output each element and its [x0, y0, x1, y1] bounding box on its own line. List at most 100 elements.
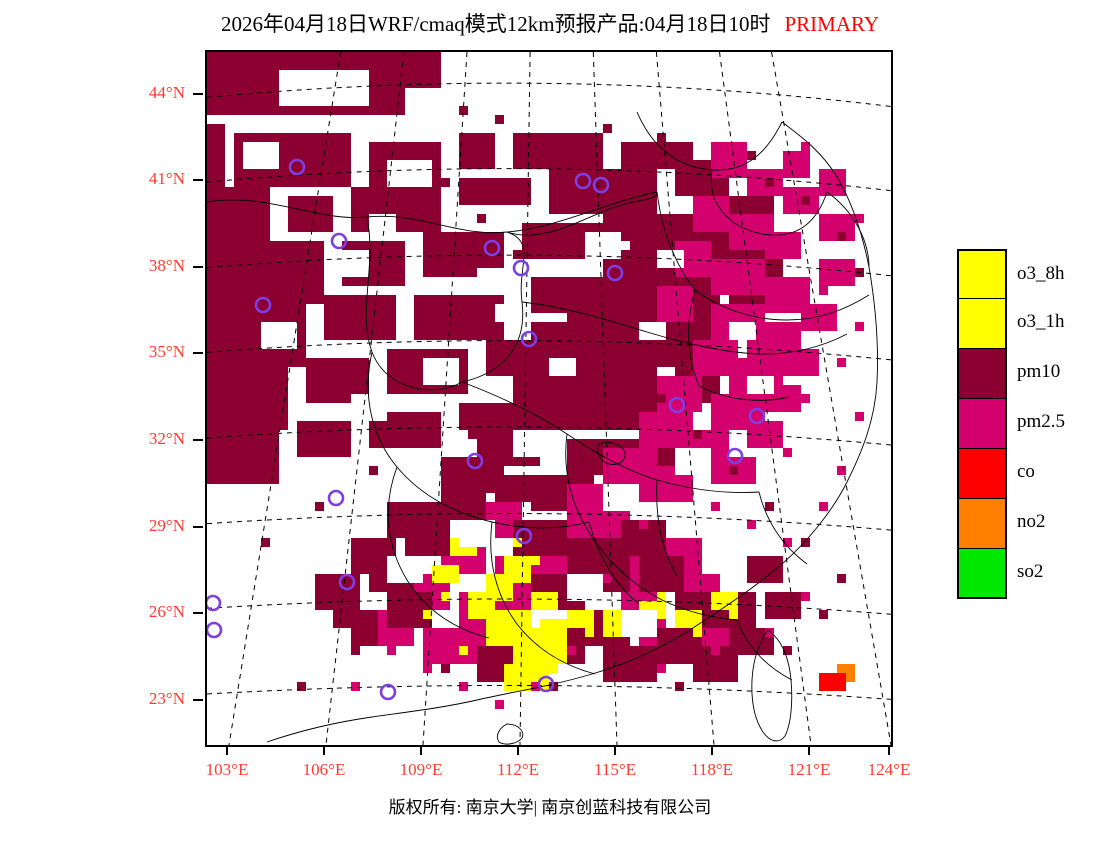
- station-marker[interactable]: [748, 407, 766, 425]
- pollutant-cell: [783, 349, 819, 376]
- longitude-tick: [420, 745, 422, 755]
- station-marker[interactable]: [207, 621, 223, 639]
- legend-label: pm2.5: [1017, 411, 1066, 432]
- administrative-boundary: [751, 629, 793, 742]
- station-marker[interactable]: [379, 683, 397, 701]
- pollutant-cell: [459, 682, 468, 691]
- pollutant-cell: [531, 592, 558, 610]
- station-marker[interactable]: [668, 396, 686, 414]
- lat-lon-gridlines-layer: [207, 52, 891, 745]
- pollutant-cell: [441, 664, 450, 673]
- administrative-boundary: [688, 289, 700, 387]
- pollutant-cell: [801, 304, 837, 331]
- pollutant-cell: [675, 682, 684, 691]
- legend-swatch-co[interactable]: co: [957, 449, 1035, 499]
- pollutant-cell: [729, 664, 738, 673]
- station-marker[interactable]: [330, 232, 348, 250]
- pollutant-cell: [837, 358, 846, 367]
- map-background-gap: [441, 430, 468, 448]
- latitude-label: 26°N: [148, 602, 185, 621]
- administrative-boundary: [736, 619, 793, 681]
- legend-swatch-so2[interactable]: so2: [957, 549, 1043, 599]
- map-background-gap: [297, 466, 333, 493]
- legend-label: o3_1h: [1017, 311, 1065, 332]
- station-marker[interactable]: [207, 594, 222, 612]
- administrative-boundary: [661, 599, 738, 621]
- administrative-boundary: [826, 191, 870, 268]
- pollutant-cell: [432, 565, 459, 583]
- pollutant-cell: [639, 556, 684, 592]
- legend-swatch-no2[interactable]: no2: [957, 499, 1046, 549]
- map-background-gap: [477, 268, 513, 295]
- map-background-gap: [279, 70, 369, 106]
- legend-label: pm10: [1017, 361, 1061, 382]
- latitude-label: 32°N: [148, 429, 185, 448]
- pollutant-cell: [855, 322, 864, 331]
- pollutant-legend[interactable]: o3_8h o3_1h pm10 pm2.5 co no2 so2: [957, 249, 1065, 599]
- pollutant-cell: [333, 322, 342, 331]
- legend-divider: [957, 298, 1007, 299]
- station-marker[interactable]: [520, 330, 538, 348]
- map-background-gap: [783, 484, 810, 502]
- pollutant-cell: [585, 349, 657, 394]
- pollutant-cell: [837, 466, 846, 475]
- pollutant-cell: [765, 502, 774, 511]
- map-background-gap: [333, 250, 369, 277]
- station-marker[interactable]: [466, 452, 484, 470]
- pollutant-cell: [369, 466, 378, 475]
- map-canvas: [207, 52, 891, 745]
- station-marker[interactable]: [574, 172, 592, 190]
- pollutant-cell: [459, 106, 468, 115]
- latitude-gridline: [207, 254, 891, 277]
- latitude-label: 29°N: [148, 516, 185, 535]
- map-plot-area[interactable]: [205, 50, 893, 747]
- map-background-gap: [747, 376, 774, 394]
- administrative-boundary: [491, 521, 590, 529]
- map-background-gap: [459, 520, 495, 547]
- page-title: 2026年04月18日WRF/cmaq模式12km预报产品:04月18日10时 P…: [0, 8, 1100, 38]
- station-marker[interactable]: [512, 259, 530, 277]
- pollutant-cell: [297, 421, 351, 457]
- pollutant-cell: [675, 484, 684, 493]
- latitude-tick: [193, 352, 203, 354]
- legend-swatch-pm2-5[interactable]: pm2.5: [957, 399, 1065, 449]
- legend-swatch-o3-8h[interactable]: o3_8h: [957, 249, 1065, 299]
- pollutant-cell: [765, 232, 801, 259]
- pollutant-cell: [657, 664, 666, 673]
- pollutant-cell: [540, 619, 567, 637]
- station-marker[interactable]: [254, 296, 272, 314]
- administrative-boundary: [266, 699, 478, 743]
- pollutant-cell: [819, 286, 828, 295]
- pollutant-cell: [423, 628, 477, 664]
- pollutant-cell: [531, 556, 540, 565]
- station-marker[interactable]: [483, 239, 501, 257]
- latitude-gridline: [207, 426, 891, 446]
- pollutant-cell: [207, 124, 225, 187]
- longitude-label: 106°E: [302, 760, 346, 779]
- pollutant-cell: [783, 151, 810, 178]
- pollutant-cell: [657, 286, 693, 322]
- pollutant-cell: [765, 592, 801, 619]
- pollutant-cell: [855, 214, 864, 223]
- station-marker[interactable]: [515, 527, 533, 545]
- legend-swatch-o3-1h[interactable]: o3_1h: [957, 299, 1065, 349]
- station-marker[interactable]: [288, 158, 306, 176]
- administrative-boundary: [756, 333, 848, 355]
- pollutant-cell: [819, 502, 828, 511]
- title-main-text: 2026年04月18日WRF/cmaq模式12km预报产品:04月18日10时: [220, 12, 771, 36]
- pollutant-cell: [657, 133, 666, 142]
- copyright-footer: 版权所有: 南京大学| 南京创蓝科技有限公司: [388, 798, 712, 817]
- map-background-gap: [621, 610, 657, 637]
- station-marker[interactable]: [726, 447, 744, 465]
- administrative-boundary: [565, 433, 663, 601]
- station-marker[interactable]: [537, 675, 555, 693]
- station-marker[interactable]: [606, 264, 624, 282]
- longitude-label: 121°E: [787, 760, 831, 779]
- administrative-boundary: [758, 491, 808, 565]
- legend-swatch-pm10[interactable]: pm10: [957, 349, 1060, 399]
- station-marker[interactable]: [592, 176, 610, 194]
- pollutant-cell: [693, 430, 702, 439]
- station-marker[interactable]: [338, 573, 356, 591]
- legend-divider: [957, 398, 1007, 399]
- station-marker[interactable]: [327, 489, 345, 507]
